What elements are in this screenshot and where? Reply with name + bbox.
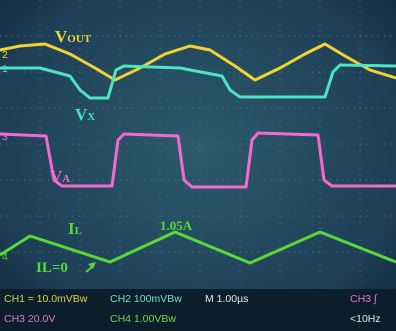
status-ch2: CH2 100mVBw bbox=[110, 293, 182, 305]
vx-trace bbox=[0, 63, 396, 100]
label-main: V bbox=[75, 105, 88, 124]
vout-trace bbox=[0, 42, 396, 82]
channel-marker: 1 bbox=[2, 63, 8, 75]
label-main: V bbox=[50, 167, 63, 186]
label-sub: X bbox=[87, 111, 95, 123]
zero-annotation: IL=0 bbox=[36, 260, 68, 276]
trace-label: IL bbox=[68, 219, 82, 238]
channel-marker: 4 bbox=[2, 251, 8, 263]
channel-marker: 3 bbox=[2, 131, 8, 143]
label-sub: L bbox=[75, 225, 82, 237]
status-ch4: CH4 1.00VBw bbox=[110, 313, 176, 325]
va-trace bbox=[0, 131, 396, 189]
trace-label: VA bbox=[50, 167, 70, 186]
status-trigger: CH3 ∫ bbox=[350, 293, 378, 305]
status-ch3: CH3 20.0V bbox=[4, 313, 55, 325]
label-sub: A bbox=[62, 173, 70, 185]
status-timebase: M 1.00µs bbox=[205, 293, 248, 305]
status-bar bbox=[0, 289, 396, 331]
channel-marker: 2 bbox=[2, 49, 8, 61]
label-main: V bbox=[55, 27, 68, 46]
annotation-arrow bbox=[85, 262, 96, 273]
label-main: I bbox=[68, 219, 75, 238]
trace-label: VX bbox=[75, 105, 95, 124]
status-freq: <10Hz bbox=[350, 313, 381, 325]
peak-annotation: 1.05A bbox=[160, 218, 193, 233]
label-sub: OUT bbox=[67, 33, 92, 45]
status-ch1: CH1 ≈ 10.0mVBw bbox=[4, 293, 88, 305]
il-trace bbox=[0, 230, 396, 265]
trace-label: VOUT bbox=[55, 27, 92, 46]
